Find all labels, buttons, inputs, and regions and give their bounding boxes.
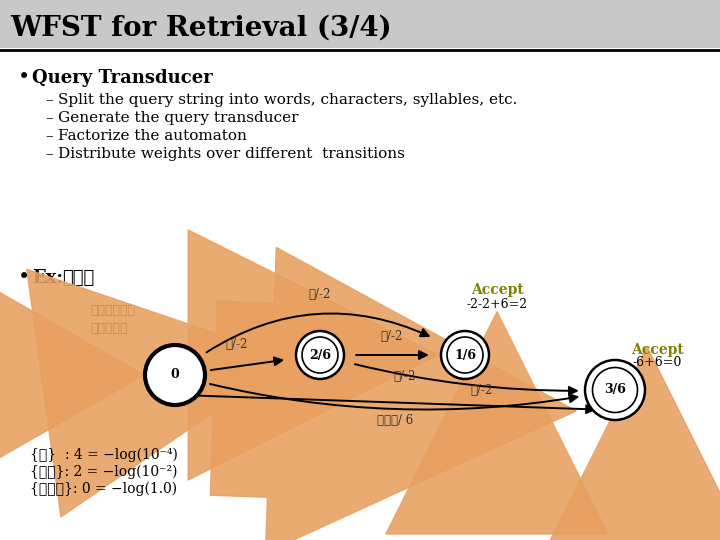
Text: -6+6=0: -6+6=0 xyxy=(632,355,682,368)
Text: {花蓮}: 2 = −log(10⁻²): {花蓮}: 2 = −log(10⁻²) xyxy=(30,465,178,479)
Text: 花蓮縣: 花蓮縣 xyxy=(62,269,94,287)
Text: -2-2+6=2: -2-2+6=2 xyxy=(467,299,528,312)
Text: 1/6: 1/6 xyxy=(454,348,476,361)
Text: 「花」「蓮」: 「花」「蓮」 xyxy=(90,303,135,316)
Text: Accept: Accept xyxy=(471,283,523,297)
Bar xyxy=(0,0,720,48)
Circle shape xyxy=(145,345,205,405)
Text: Query Transducer: Query Transducer xyxy=(32,69,212,87)
Text: {花蓮縣}: 0 = −log(1.0): {花蓮縣}: 0 = −log(1.0) xyxy=(30,482,177,496)
Text: •: • xyxy=(18,69,30,87)
Text: {蓮}  : 4 = −log(10⁻⁴): {蓮} : 4 = −log(10⁻⁴) xyxy=(30,448,178,462)
Text: –: – xyxy=(45,129,53,143)
Text: 花/-2: 花/-2 xyxy=(226,339,248,352)
Text: –: – xyxy=(45,93,53,107)
Text: 花蓮縣/ 6: 花蓮縣/ 6 xyxy=(377,414,413,427)
Text: WFST for Retrieval (3/4): WFST for Retrieval (3/4) xyxy=(10,15,392,42)
Text: 蓮/-2: 蓮/-2 xyxy=(381,330,403,343)
Text: 蓮/-2: 蓮/-2 xyxy=(309,288,331,301)
Text: –: – xyxy=(45,147,53,161)
Text: Accept: Accept xyxy=(631,343,683,357)
Text: 「花蓮縣」: 「花蓮縣」 xyxy=(90,321,127,334)
Text: 2/6: 2/6 xyxy=(309,348,331,361)
Text: Factorize the automaton: Factorize the automaton xyxy=(58,129,247,143)
Text: Ex:: Ex: xyxy=(32,269,63,287)
Circle shape xyxy=(441,331,489,379)
Text: 0: 0 xyxy=(171,368,179,381)
Text: Distribute weights over different  transitions: Distribute weights over different transi… xyxy=(58,147,405,161)
Text: Generate the query transducer: Generate the query transducer xyxy=(58,111,299,125)
Text: –: – xyxy=(45,111,53,125)
Text: 3/6: 3/6 xyxy=(604,383,626,396)
Text: •: • xyxy=(18,268,30,287)
Circle shape xyxy=(296,331,344,379)
Text: Split the query string into words, characters, syllables, etc.: Split the query string into words, chara… xyxy=(58,93,518,107)
Text: 縣/-2: 縣/-2 xyxy=(394,370,416,383)
Circle shape xyxy=(585,360,645,420)
Text: 縣/-2: 縣/-2 xyxy=(471,383,493,396)
